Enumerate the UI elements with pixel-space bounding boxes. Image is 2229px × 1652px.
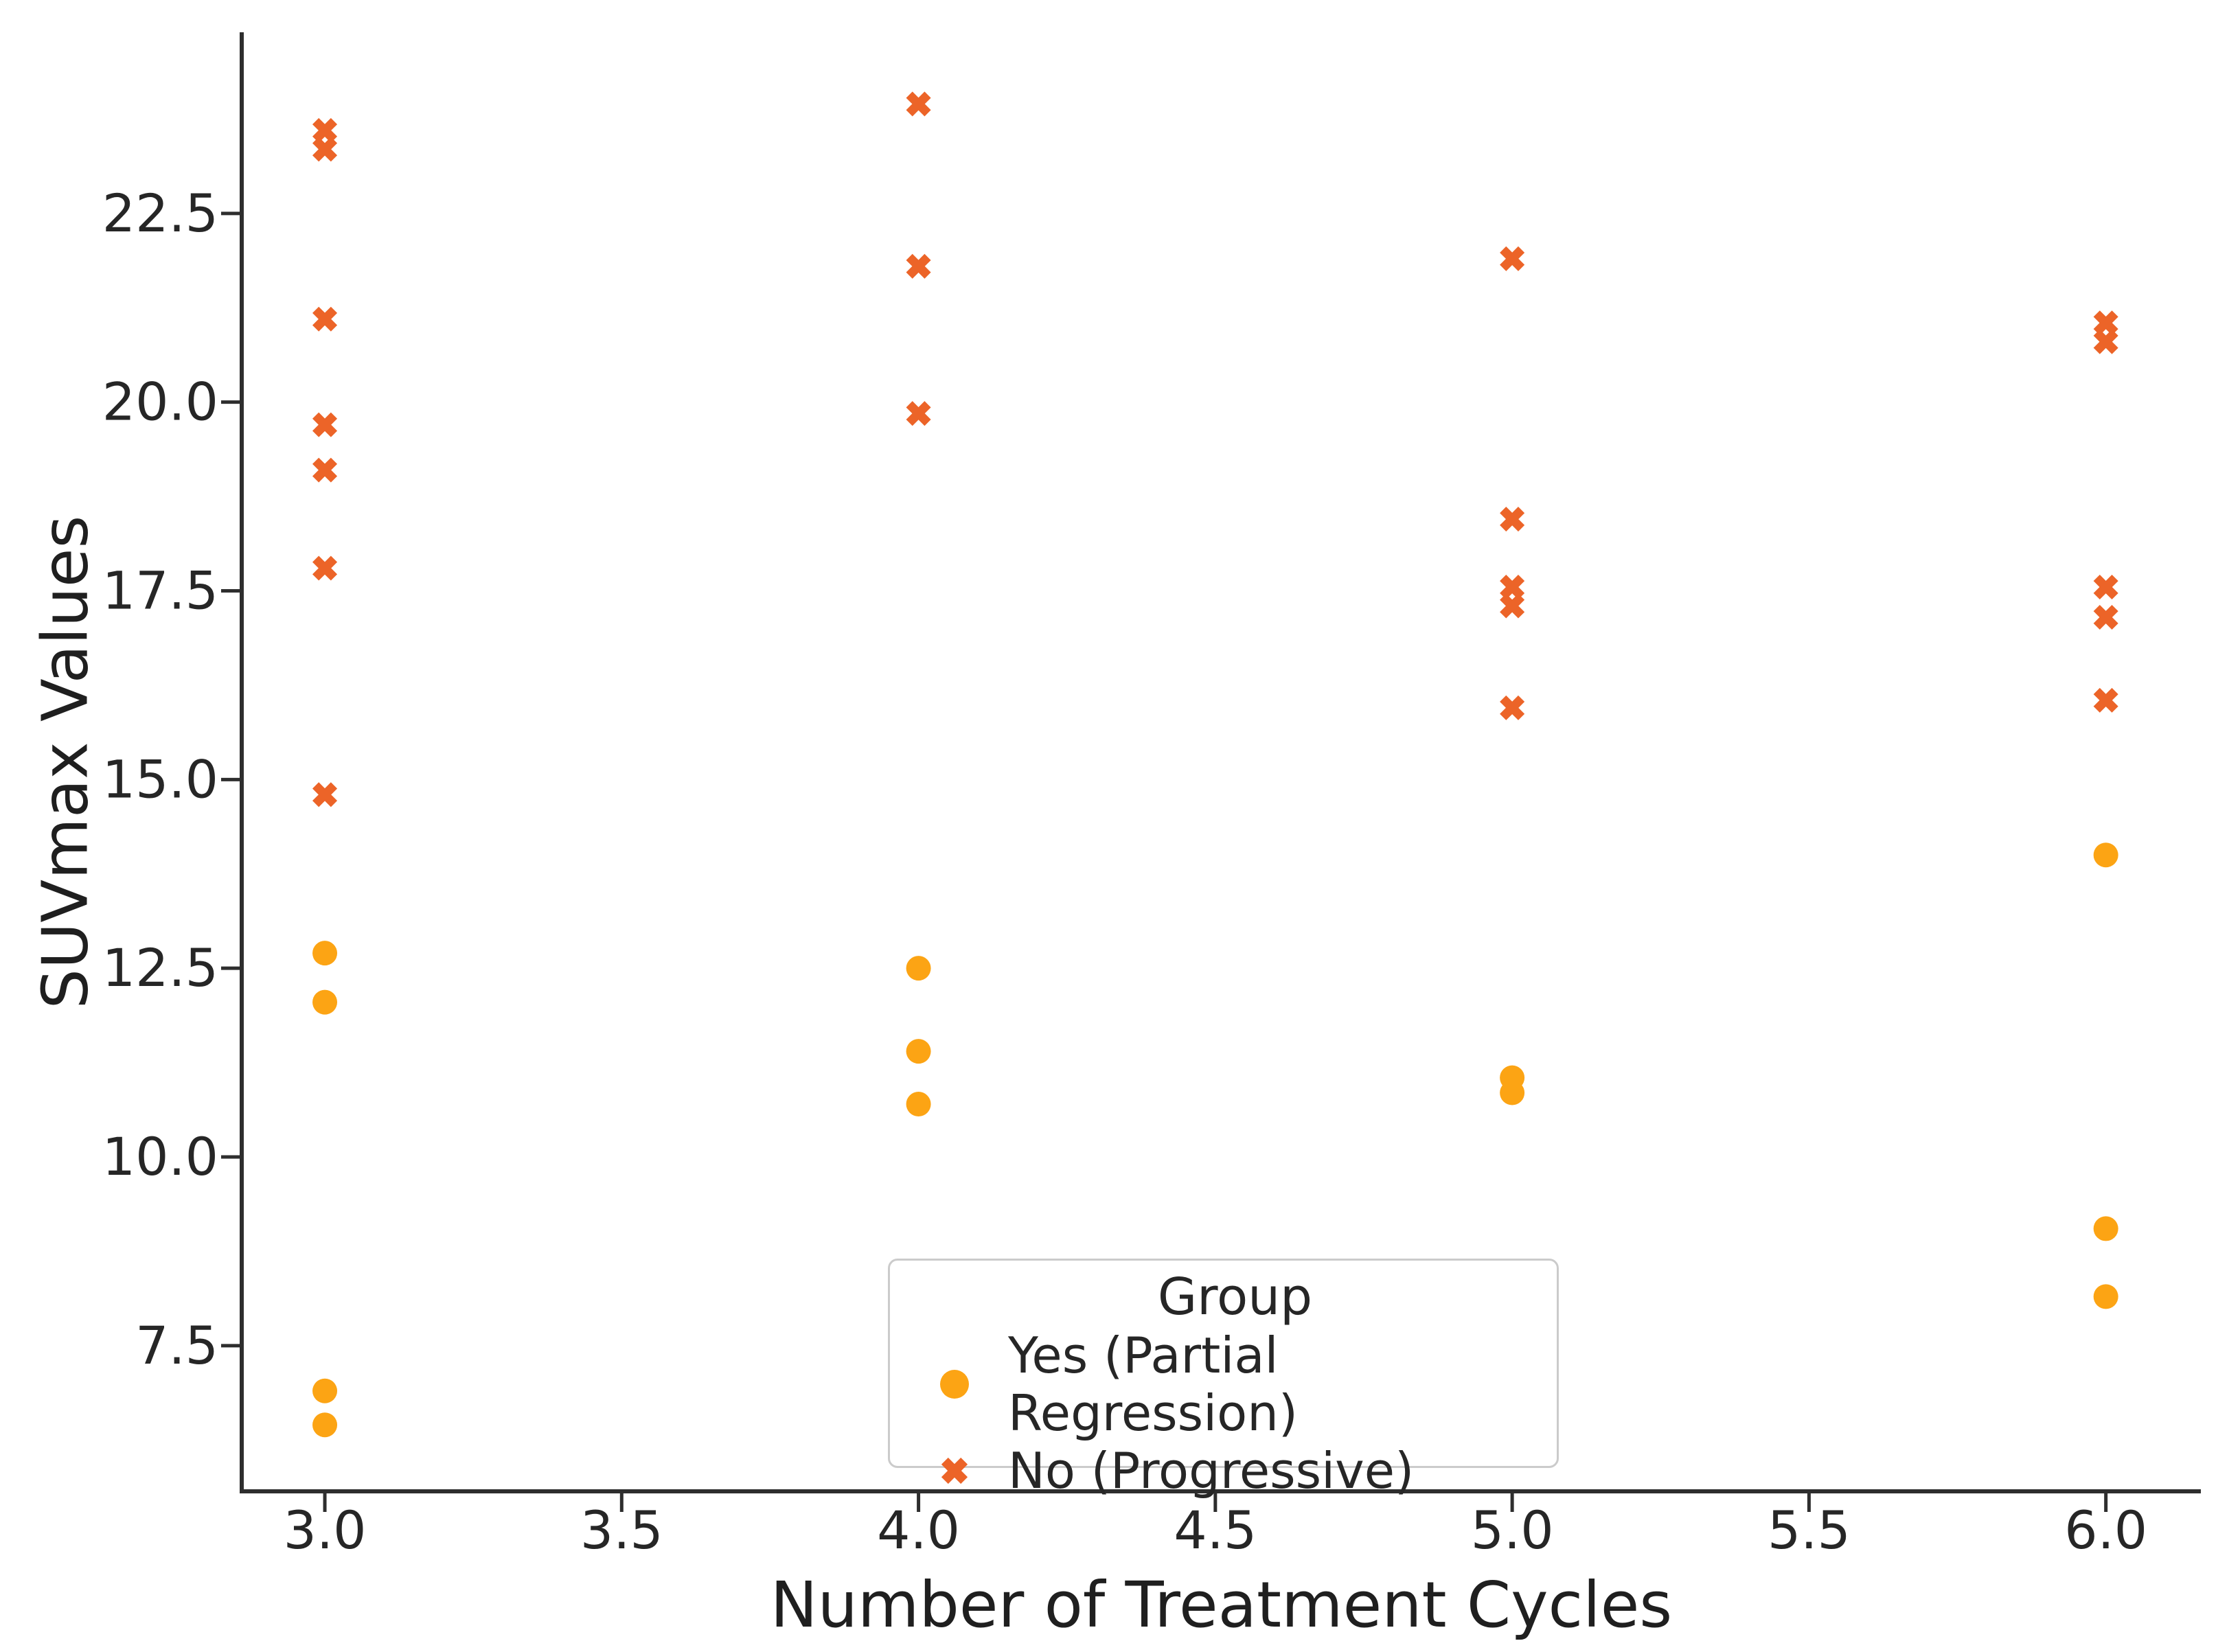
y-tick-label: 15.0 <box>102 748 218 810</box>
x-tick-label: 5.0 <box>1471 1500 1554 1561</box>
data-point-no <box>2093 310 2118 336</box>
data-point-no <box>1500 507 1525 532</box>
y-tick-label: 7.5 <box>135 1315 218 1376</box>
y-tick-label: 10.0 <box>102 1126 218 1187</box>
y-tick-label: 17.5 <box>102 560 218 621</box>
data-point-yes <box>2093 1216 2118 1241</box>
data-point-no <box>906 401 931 426</box>
legend-item-no-label: No (Progressive) <box>1008 1442 1415 1500</box>
legend-item-yes-label: Yes (Partial Regression) <box>1008 1327 1298 1442</box>
data-point-no <box>312 412 338 437</box>
x-tick-label: 3.5 <box>580 1500 663 1561</box>
legend-item-yes: Yes (Partial Regression) <box>933 1327 1538 1442</box>
data-point-yes <box>2093 1284 2118 1309</box>
x-axis-label: Number of Treatment Cycles <box>770 1568 1673 1642</box>
y-tick-label: 12.5 <box>102 937 218 998</box>
legend-marker-x-icon <box>941 1457 968 1484</box>
data-point-no <box>312 117 338 143</box>
data-point-no <box>906 91 931 117</box>
data-point-yes <box>906 1092 931 1117</box>
data-point-no <box>312 457 338 483</box>
data-point-no <box>312 306 338 332</box>
y-axis-label: SUVmax Values <box>28 515 102 1009</box>
data-point-no <box>1500 574 1525 600</box>
data-point-yes <box>2093 842 2118 868</box>
x-tick-label: 4.0 <box>877 1500 960 1561</box>
y-tick-label: 20.0 <box>102 371 218 433</box>
x-tick-label: 4.5 <box>1174 1500 1257 1561</box>
data-point-no <box>2093 604 2118 630</box>
data-point-yes <box>312 989 338 1015</box>
legend-title: Group <box>1157 1267 1313 1327</box>
data-point-no <box>1500 593 1525 619</box>
data-point-no <box>2093 329 2118 354</box>
legend-item-no: No (Progressive) <box>933 1442 1538 1500</box>
data-point-no <box>2093 687 2118 713</box>
x-tick-label: 6.0 <box>2064 1500 2147 1561</box>
data-point-no <box>2093 574 2118 600</box>
data-point-yes <box>906 1039 931 1064</box>
y-tick-label: 22.5 <box>102 183 218 244</box>
legend-marker-circle-icon <box>940 1370 969 1399</box>
data-point-yes <box>906 956 931 981</box>
data-point-no <box>906 253 931 279</box>
data-point-no <box>312 782 338 807</box>
data-point-no <box>1500 695 1525 720</box>
data-point-no <box>312 137 338 162</box>
x-tick-label: 5.5 <box>1768 1500 1851 1561</box>
data-point-yes <box>312 1412 338 1438</box>
data-point-no <box>1500 246 1525 271</box>
legend: Group Yes (Partial Regression) No (Progr… <box>888 1259 1559 1500</box>
data-point-yes <box>312 1378 338 1403</box>
data-point-no <box>312 555 338 581</box>
data-point-yes <box>312 941 338 966</box>
x-tick-label: 3.0 <box>284 1500 367 1561</box>
data-point-yes <box>1500 1080 1525 1105</box>
